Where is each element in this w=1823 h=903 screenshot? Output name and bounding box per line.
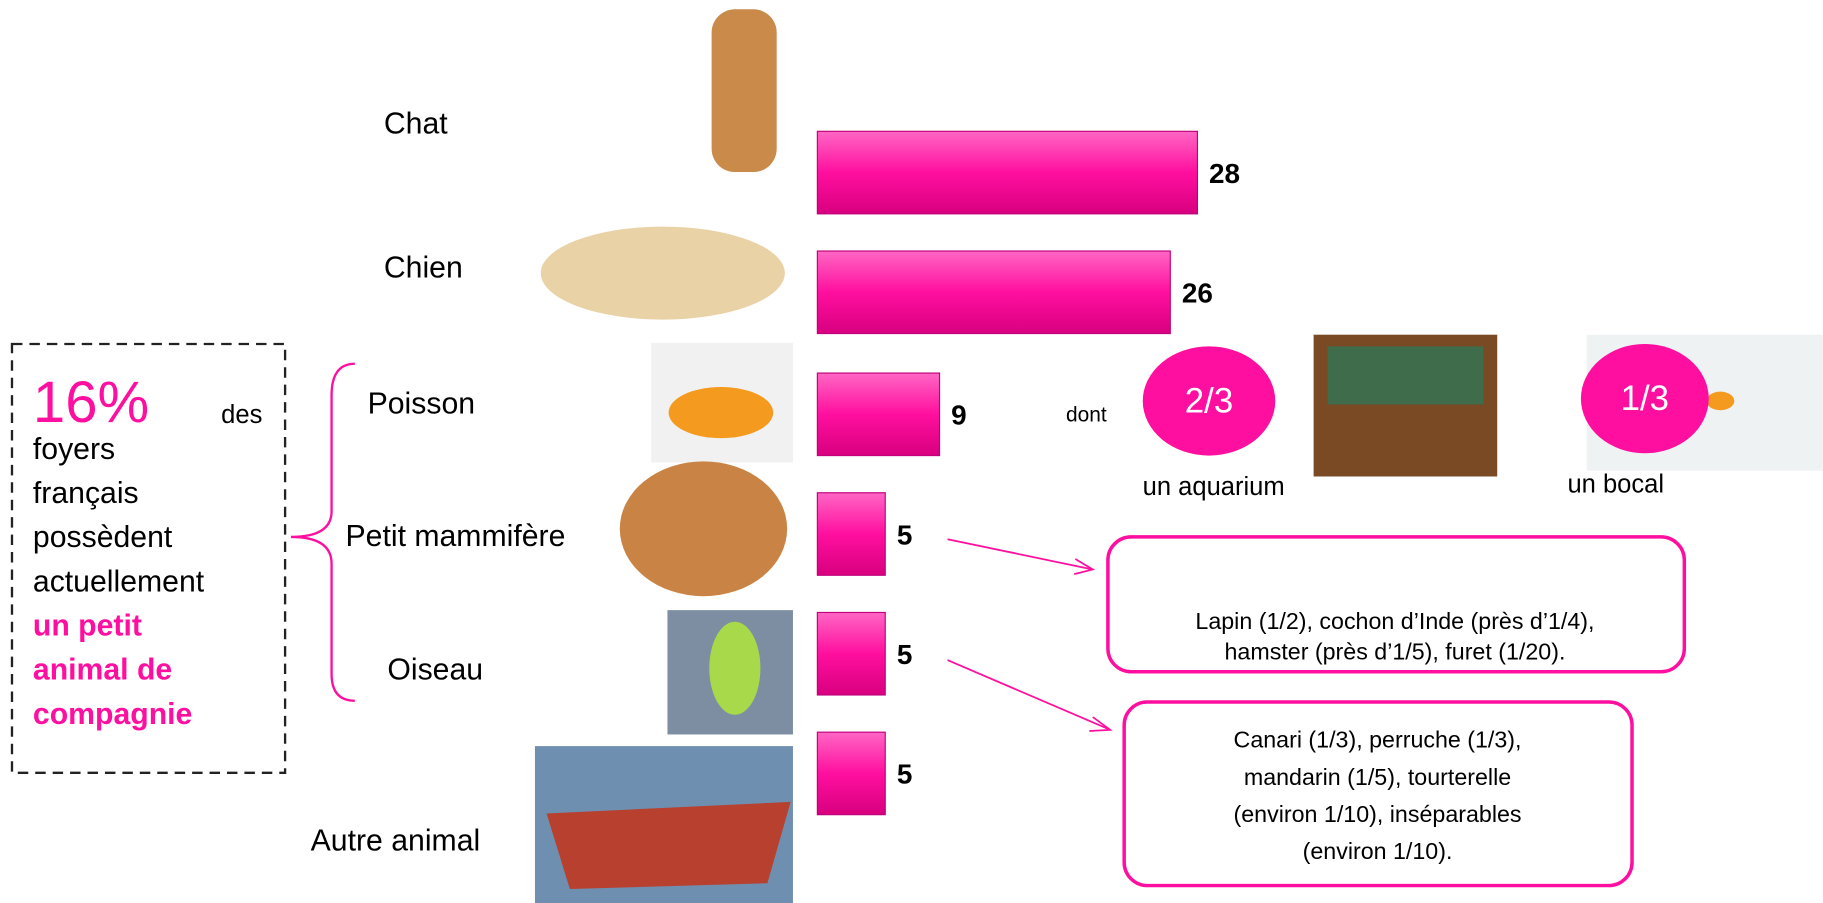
value-label: 5 bbox=[897, 639, 913, 670]
arrow-head bbox=[1073, 558, 1096, 575]
callout-box bbox=[10, 342, 287, 774]
callout-highlight: animal de bbox=[33, 654, 172, 687]
callout-highlight: un petit bbox=[33, 610, 142, 643]
bird-shape bbox=[709, 621, 761, 715]
share-label: un aquarium bbox=[1143, 473, 1285, 501]
callout-percent: 16% bbox=[33, 370, 149, 435]
category-label: Autre animal bbox=[311, 825, 481, 858]
hamster-photo bbox=[619, 461, 788, 597]
share-circle bbox=[1580, 344, 1709, 454]
value-label: 5 bbox=[897, 519, 913, 550]
dog-photo bbox=[540, 226, 785, 320]
detail-line: Canari (1/3), perruche (1/3), bbox=[1234, 727, 1522, 753]
arrow-head bbox=[1089, 716, 1113, 732]
share-label: un bocal bbox=[1567, 471, 1664, 499]
category-label: Chat bbox=[384, 107, 448, 140]
detail-line: mandarin (1/5), tourterelle bbox=[1244, 764, 1511, 790]
aquarium-tank bbox=[1327, 346, 1484, 405]
share-circle bbox=[1142, 346, 1276, 456]
bar bbox=[816, 611, 886, 696]
callout-highlight: compagnie bbox=[33, 698, 192, 731]
fish-shape bbox=[668, 387, 774, 439]
category-label: Petit mammifère bbox=[346, 520, 566, 553]
ark-hull bbox=[546, 801, 791, 890]
detail-box bbox=[1122, 700, 1634, 888]
detail-line: hamster (près d’1/5), furet (1/20). bbox=[1225, 638, 1566, 664]
bar bbox=[816, 372, 941, 457]
callout-line: actuellement bbox=[33, 565, 205, 598]
bar bbox=[816, 492, 886, 576]
category-label: Chien bbox=[384, 252, 463, 285]
callout-line: foyers bbox=[33, 433, 115, 466]
callout-line: possèdent bbox=[33, 521, 173, 554]
value-label: 9 bbox=[951, 400, 967, 431]
bowl-fish bbox=[1706, 391, 1735, 411]
detail-line: (environ 1/10). bbox=[1303, 838, 1453, 864]
bar bbox=[816, 731, 886, 816]
share-text: 1/3 bbox=[1621, 379, 1669, 418]
category-label: Poisson bbox=[368, 388, 475, 421]
value-label: 5 bbox=[897, 759, 913, 790]
callout-line: des bbox=[221, 401, 262, 429]
value-label: 28 bbox=[1209, 158, 1240, 189]
cat-photo bbox=[711, 9, 777, 172]
callout-line: français bbox=[33, 477, 139, 510]
bar bbox=[816, 130, 1199, 215]
arrow bbox=[947, 659, 1111, 731]
arrow bbox=[947, 538, 1093, 571]
detail-line: (environ 1/10), inséparables bbox=[1234, 801, 1522, 827]
value-label: 26 bbox=[1182, 278, 1213, 309]
detail-box bbox=[1106, 535, 1687, 674]
fish-intro: dont bbox=[1066, 404, 1107, 427]
share-text: 2/3 bbox=[1185, 381, 1233, 420]
callout-text: des foyers français possèdent actuellement un… bbox=[33, 401, 262, 731]
bar bbox=[816, 250, 1171, 335]
detail-line: Lapin (1/2), cochon d’Inde (près d’1/4), bbox=[1195, 608, 1594, 634]
category-label: Oiseau bbox=[387, 654, 483, 687]
